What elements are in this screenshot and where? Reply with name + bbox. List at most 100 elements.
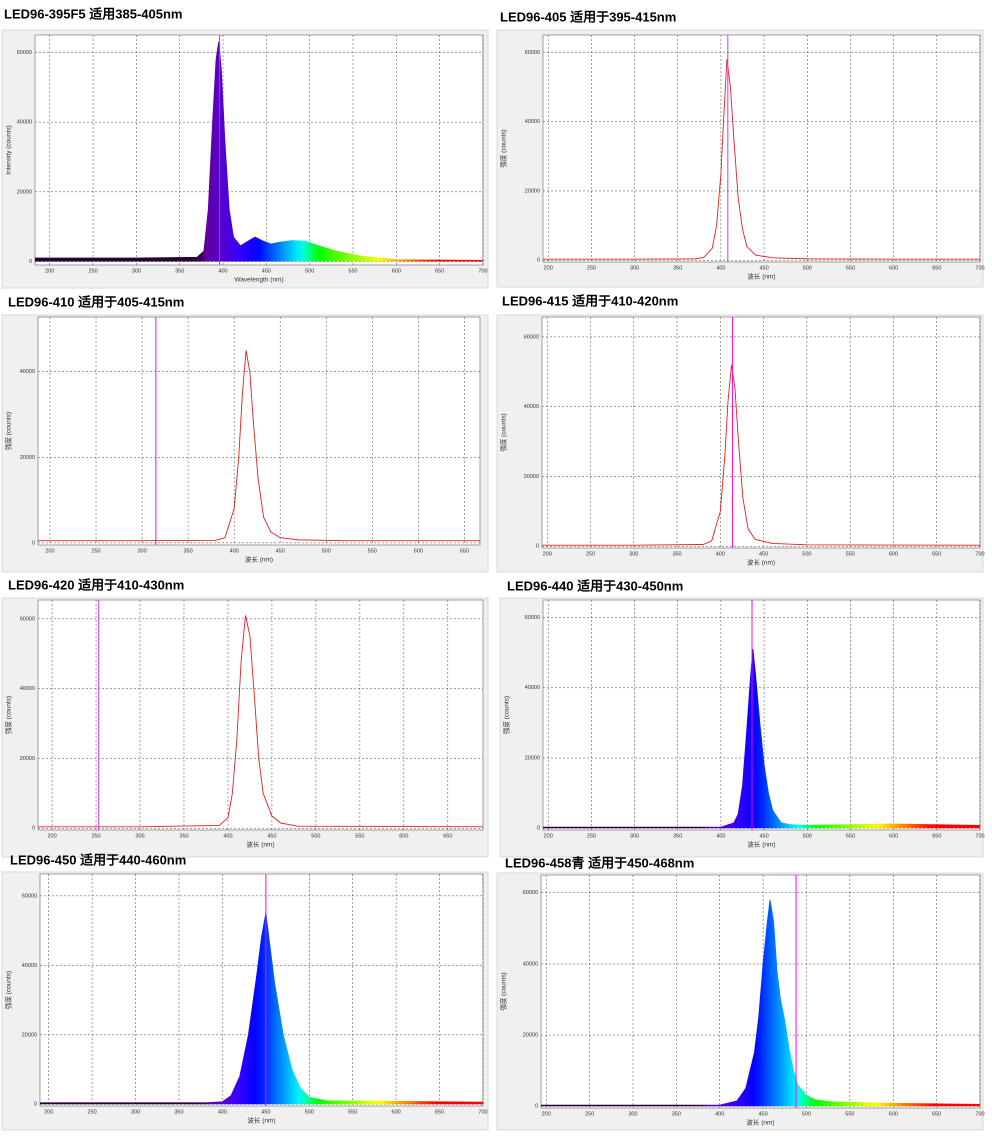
x-tick-label: 250: [91, 548, 100, 554]
y-axis-label: 强度 (counts): [499, 129, 508, 167]
x-tick-label: 250: [585, 1111, 594, 1117]
x-tick-label: 400: [715, 1111, 724, 1117]
spectrum-line: [542, 364, 980, 546]
x-tick-label: 700: [478, 1109, 487, 1115]
x-tick-label: 250: [88, 268, 97, 274]
chart-title: LED96-420 适用于410-430nm: [8, 577, 184, 592]
spectrum-line: [541, 899, 980, 1106]
x-tick-label: 500: [322, 548, 331, 554]
x-tick-label: 450: [261, 1109, 270, 1115]
x-tick-label: 550: [355, 833, 364, 839]
plot-area: [34, 34, 484, 266]
x-tick-label: 200: [44, 1109, 53, 1115]
y-tick-label: 20000: [17, 189, 32, 195]
x-tick-label: 350: [672, 1111, 681, 1117]
x-tick-label: 400: [218, 1109, 227, 1115]
x-tick-label: 650: [443, 833, 452, 839]
x-tick-label: 250: [586, 551, 595, 557]
x-tick-label: 200: [542, 1111, 551, 1117]
chart-title: LED96-410 适用于405-415nm: [8, 294, 184, 309]
x-tick-label: 400: [230, 548, 239, 554]
plot-area: [541, 316, 981, 549]
x-tick-label: 600: [889, 265, 898, 271]
x-tick-label: 250: [587, 265, 596, 271]
y-tick-label: 20000: [525, 755, 540, 761]
chart-panel: LED96-415 适用于410-420nm 200 250 300 350 400 450…: [496, 293, 985, 573]
y-tick-label: 20000: [22, 1032, 37, 1038]
x-tick-label: 200: [45, 548, 54, 554]
x-tick-label: 700: [975, 1111, 984, 1117]
x-tick-label: 600: [392, 268, 401, 274]
y-tick-label: 20000: [525, 188, 540, 194]
y-axis-label: 强度 (counts): [4, 412, 13, 450]
x-tick-label: 600: [414, 548, 423, 554]
x-axis-label: 波长 (nm): [747, 272, 775, 281]
y-tick-label: 20000: [20, 455, 35, 461]
x-tick-label: 350: [174, 1109, 183, 1115]
x-tick-label: 500: [802, 551, 811, 557]
x-tick-label: 500: [803, 833, 812, 839]
x-axis-label: 波长 (nm): [246, 840, 274, 849]
chart-title: LED96-440 适用于430-450nm: [507, 578, 683, 593]
x-tick-label: 350: [673, 265, 682, 271]
y-tick-label: 0: [536, 544, 539, 550]
x-tick-label: 300: [135, 833, 144, 839]
x-tick-label: 550: [846, 551, 855, 557]
x-axis-label: 波长 (nm): [245, 555, 273, 564]
chart-panel: LED96-440 适用于430-450nm 200 250 300 350 400 450…: [499, 578, 985, 858]
y-tick-label: 40000: [524, 404, 539, 410]
x-tick-label: 300: [630, 833, 639, 839]
x-tick-label: 700: [975, 265, 984, 271]
y-tick-label: 40000: [17, 120, 32, 126]
x-tick-label: 350: [175, 268, 184, 274]
y-tick-label: 0: [537, 258, 540, 264]
x-tick-label: 200: [544, 265, 553, 271]
x-tick-label: 500: [802, 1111, 811, 1117]
x-tick-label: 400: [218, 268, 227, 274]
y-axis-label: 强度 (counts): [499, 972, 508, 1010]
x-tick-label: 350: [179, 833, 188, 839]
x-tick-label: 650: [460, 548, 469, 554]
x-tick-label: 450: [267, 833, 276, 839]
x-tick-label: 550: [846, 833, 855, 839]
x-tick-label: 550: [845, 1111, 854, 1117]
y-tick-label: 0: [537, 826, 540, 832]
y-axis-label: Intensity (counts): [6, 125, 13, 175]
chart-title: LED96-415 适用于410-420nm: [502, 293, 678, 308]
chart-panel: LED96-405 适用于395-415nm 200 250 300 350 400 450…: [496, 9, 985, 288]
y-tick-label: 20000: [524, 474, 539, 480]
x-tick-label: 700: [975, 833, 984, 839]
x-tick-label: 200: [45, 268, 54, 274]
x-tick-label: 350: [672, 551, 681, 557]
x-tick-label: 650: [932, 833, 941, 839]
x-tick-label: 450: [759, 1111, 768, 1117]
x-axis-label: Wavelength (nm): [234, 277, 283, 284]
y-axis-label: 强度 (counts): [4, 696, 13, 734]
x-tick-label: 200: [47, 833, 56, 839]
y-tick-label: 60000: [17, 50, 32, 56]
x-tick-label: 350: [184, 548, 193, 554]
chart-title: LED96-405 适用于395-415nm: [500, 9, 676, 24]
x-tick-label: 300: [630, 265, 639, 271]
plot-area: [37, 316, 481, 546]
x-tick-label: 550: [368, 548, 377, 554]
x-tick-label: 650: [932, 265, 941, 271]
x-tick-label: 550: [348, 268, 357, 274]
x-tick-label: 600: [889, 833, 898, 839]
spectrum-line: [35, 41, 483, 261]
y-axis-label: 强度 (counts): [502, 696, 511, 734]
x-tick-label: 300: [628, 1111, 637, 1117]
y-tick-label: 60000: [22, 893, 37, 899]
x-axis-label: 波长 (nm): [247, 1116, 275, 1125]
area-fill: [543, 649, 980, 829]
y-tick-label: 20000: [523, 1033, 538, 1039]
x-tick-label: 650: [932, 1111, 941, 1117]
area-fill: [541, 899, 980, 1107]
x-tick-label: 650: [932, 551, 941, 557]
x-tick-label: 450: [759, 833, 768, 839]
x-tick-label: 550: [348, 1109, 357, 1115]
x-tick-label: 200: [543, 551, 552, 557]
x-tick-label: 300: [629, 551, 638, 557]
x-tick-label: 400: [716, 833, 725, 839]
x-tick-label: 650: [435, 268, 444, 274]
